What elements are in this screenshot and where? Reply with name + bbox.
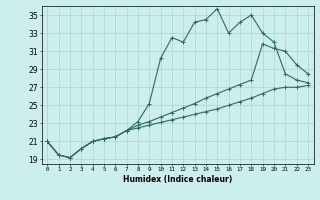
X-axis label: Humidex (Indice chaleur): Humidex (Indice chaleur) [123,175,232,184]
